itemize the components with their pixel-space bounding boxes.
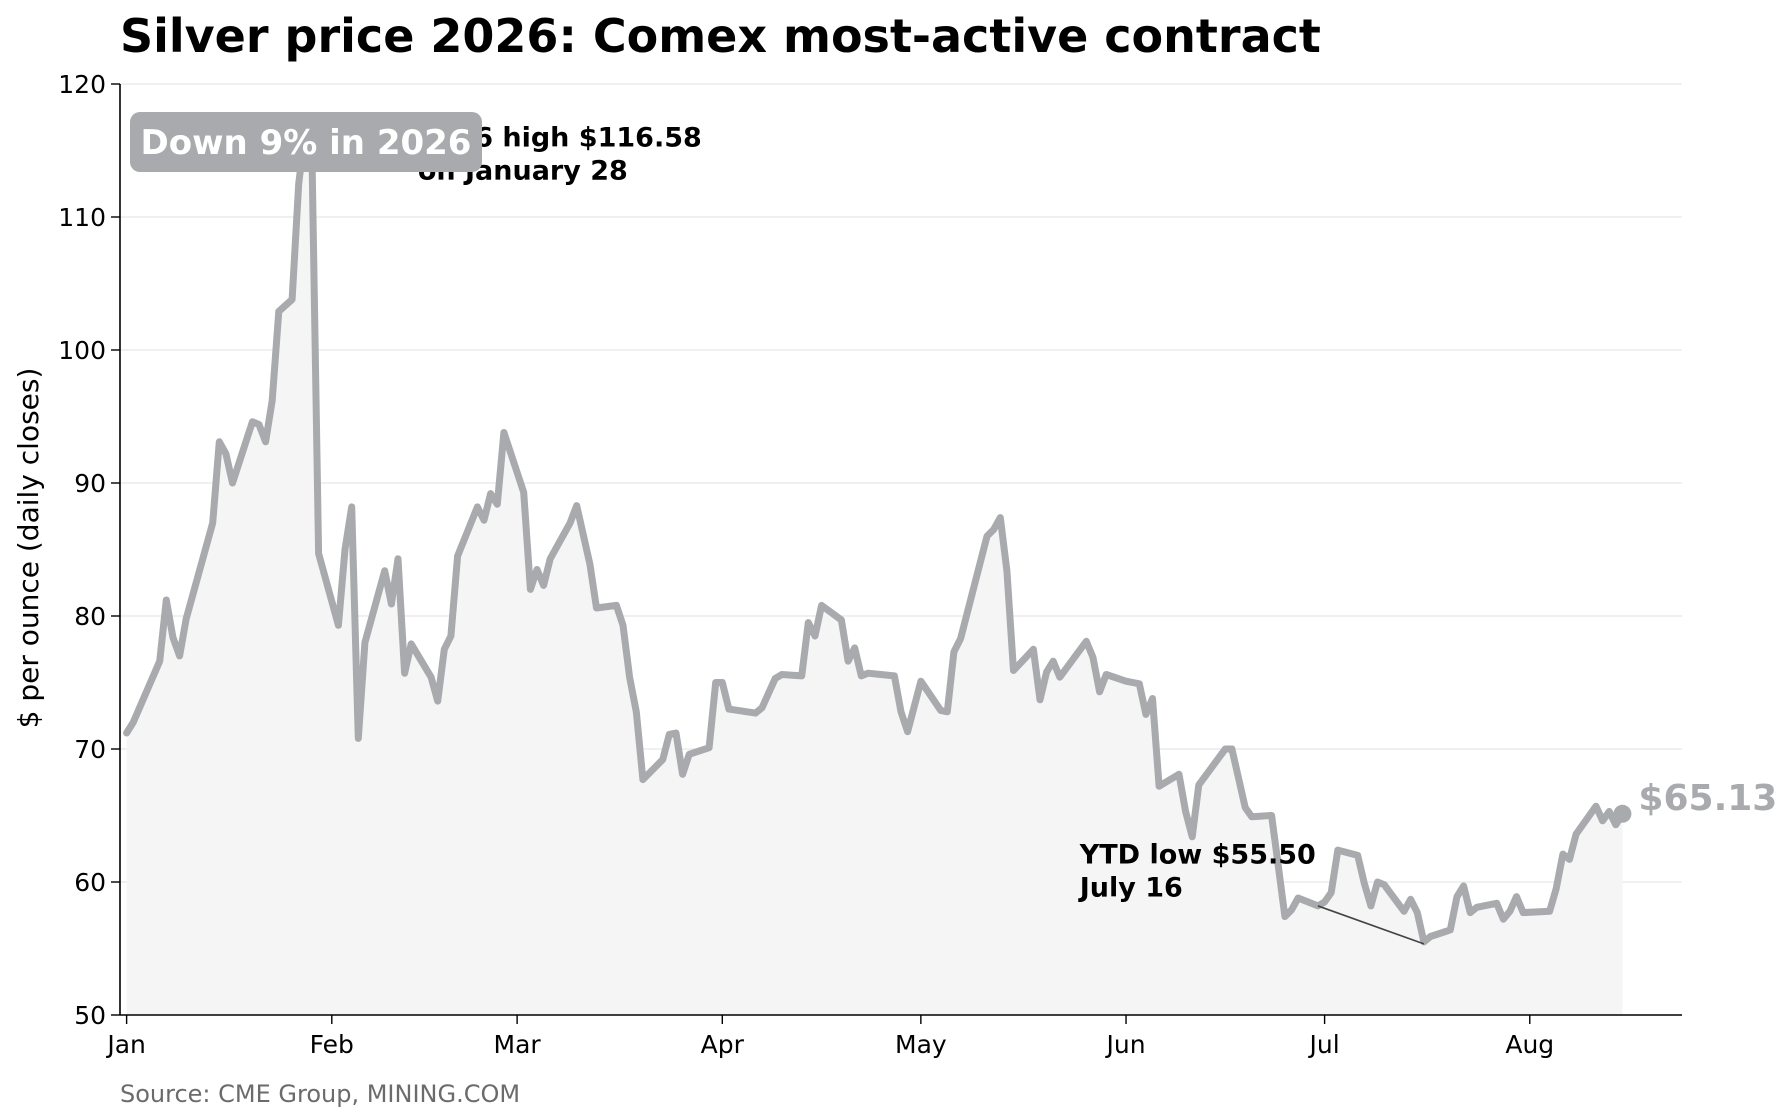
down-badge-text: Down 9% in 2026 (141, 123, 472, 163)
y-tick-label-80: 80 (74, 602, 106, 631)
y-tick-label-110: 110 (58, 203, 106, 232)
y-tick-label-60: 60 (74, 868, 106, 897)
y-tick-label-50: 50 (74, 1001, 106, 1030)
last-point-marker (1613, 804, 1632, 823)
down-badge (130, 112, 482, 172)
price-line-layer (123, 126, 1632, 946)
x-tick-label-jul: Jul (1308, 1030, 1340, 1059)
y-tick-label-120: 120 (58, 70, 106, 99)
source-note: Source: CME Group, MINING.COM (120, 1080, 520, 1108)
x-tick-label-may: May (895, 1030, 947, 1059)
x-tick-label-aug: Aug (1505, 1030, 1554, 1059)
x-tick-label-jun: Jun (1105, 1030, 1146, 1059)
price-line (123, 126, 1626, 946)
y-tick-label-100: 100 (58, 336, 106, 365)
last-value-label: $65.13 (1638, 778, 1777, 819)
low-annotation-line-2: July 16 (1078, 872, 1183, 903)
y-tick-label-70: 70 (74, 735, 106, 764)
price-area (126, 129, 1623, 1015)
x-tick-label-apr: Apr (701, 1030, 745, 1059)
x-tick-label-jan: Jan (105, 1030, 146, 1059)
y-tick-label-90: 90 (74, 469, 106, 498)
area-fill (126, 129, 1623, 1015)
x-tick-label-feb: Feb (310, 1030, 354, 1059)
chart-title: Silver price 2026: Comex most-active con… (120, 9, 1321, 63)
x-tick-label-mar: Mar (494, 1030, 542, 1059)
low-annotation-line-1: YTD low $55.50 (1079, 839, 1316, 870)
y-axis-label: $ per ounce (daily closes) (12, 368, 45, 729)
axes: 50 60 70 80 90 100 110 120 Jan Feb Mar Apr May Jun Jul… (58, 70, 1682, 1059)
low-connector (1317, 905, 1425, 945)
